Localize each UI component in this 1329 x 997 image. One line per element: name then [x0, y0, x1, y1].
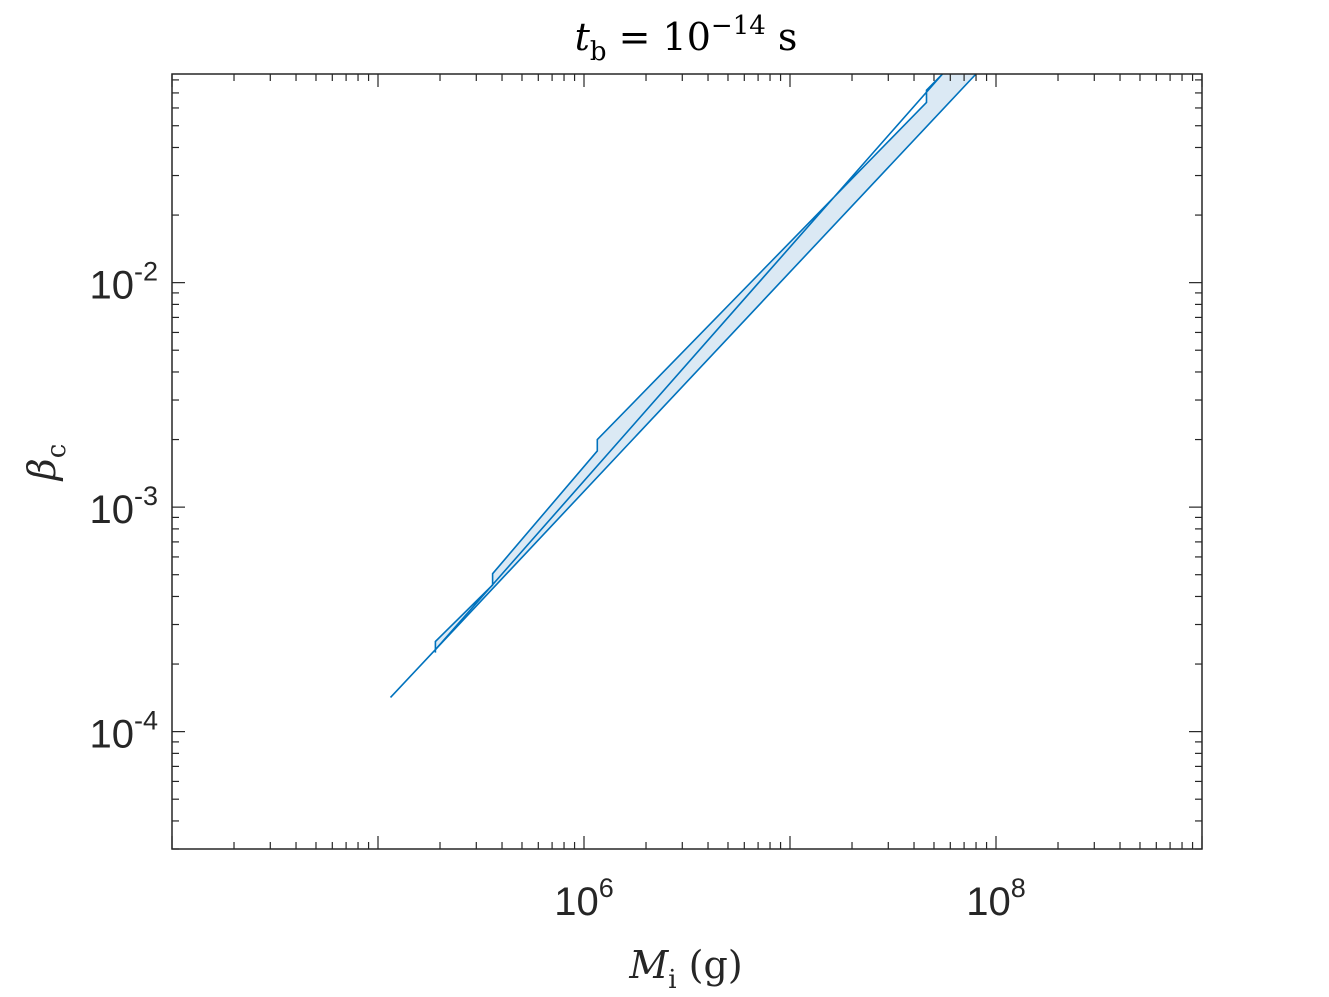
lower-boundary-line-0 — [389, 74, 977, 698]
x-axis-label: Mi (g) — [628, 943, 742, 995]
tick-marks — [171, 74, 1203, 850]
y-tick-label: 10-2 — [89, 257, 158, 308]
chart-title: tb = 10−14 s — [575, 11, 798, 67]
y-tick-label: 10-4 — [89, 706, 158, 757]
x-tick-label: 108 — [966, 873, 1026, 924]
y-tick-label: 10-3 — [89, 481, 158, 532]
axes-frame — [171, 73, 1203, 850]
upper-boundary-line-0 — [434, 74, 944, 653]
plot-area — [389, 74, 977, 698]
y-axis-label: βc — [20, 444, 72, 483]
x-tick-label: 106 — [554, 873, 614, 924]
